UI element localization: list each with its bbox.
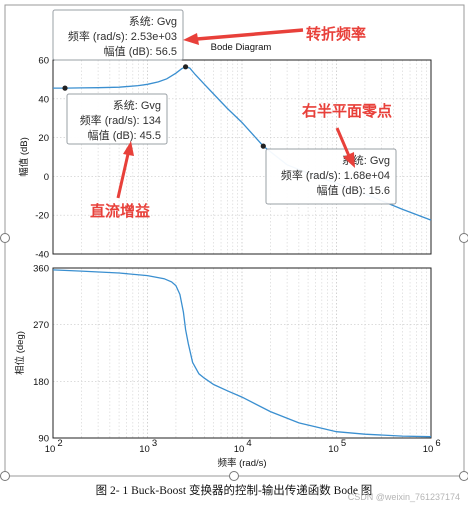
data-tip-box — [265, 148, 397, 205]
data-tip-text: 频率 (rad/s): 134 — [80, 113, 161, 127]
y-tick-label: 40 — [38, 94, 49, 105]
data-tip-box — [66, 93, 168, 145]
magnitude-y-ticks: 60 40 20 0 -20 -40 — [35, 56, 49, 261]
figure-frame — [4, 4, 465, 477]
annotation-turning-frequency: 转折频率 — [306, 25, 366, 43]
magnitude-y-axis-label: 幅值 (dB) — [18, 137, 30, 177]
watermark: CSDN @weixin_761237174 — [347, 492, 460, 502]
data-tip-text: 幅值 (dB): 56.5 — [104, 45, 177, 58]
arrow-dc-shaft — [116, 153, 130, 199]
data-tip-text: 系统: Gvg — [129, 15, 177, 28]
x-tick-exponent: 6 — [435, 438, 440, 449]
data-tip-text: 幅值 (dB): 45.5 — [88, 129, 161, 142]
chart-title: Bode Diagram — [211, 42, 272, 53]
y-tick-label: 60 — [38, 56, 49, 67]
data-tip-marker[interactable] — [62, 85, 68, 91]
phase-series-line — [52, 269, 432, 438]
x-tick-exponent: 3 — [152, 438, 157, 449]
x-tick-label: 10 — [234, 444, 245, 455]
data-tip-text: 频率 (rad/s): 1.68e+04 — [281, 168, 390, 182]
phase-y-axis-label: 相位 (deg) — [14, 331, 26, 375]
phase-y-ticks: 360 270 180 90 — [33, 264, 49, 445]
arrow-rhp-head — [343, 152, 355, 168]
resize-handle-left[interactable] — [0, 233, 10, 243]
x-tick-label: 10 — [139, 444, 150, 455]
y-tick-label: 20 — [38, 133, 49, 144]
data-tip-marker[interactable] — [260, 143, 266, 149]
arrow-rhp-shaft — [335, 127, 351, 157]
data-tip-text: 系统: Gvg — [113, 99, 161, 112]
y-tick-label: 90 — [38, 434, 49, 445]
x-tick-label: 10 — [423, 444, 434, 455]
y-tick-label: 0 — [44, 172, 49, 183]
x-axis-label: 频率 (rad/s) — [217, 457, 266, 469]
x-tick-exponent: 5 — [341, 438, 346, 449]
y-tick-label: 180 — [33, 377, 49, 388]
annotation-rhp-zero: 右半平面零点 — [302, 102, 392, 120]
red-annotations: 转折频率 右半平面零点 直流增益 — [90, 25, 392, 220]
x-tick-exponent: 4 — [246, 438, 251, 449]
phase-grid — [52, 267, 431, 439]
data-tip-marker[interactable] — [182, 64, 189, 70]
data-tip-text: 幅值 (dB): 15.6 — [317, 184, 390, 197]
y-tick-label: 270 — [33, 320, 49, 331]
resize-handle-bottom-left[interactable] — [0, 471, 10, 481]
y-tick-label: -40 — [35, 250, 49, 261]
resize-handle-bottom[interactable] — [229, 471, 239, 481]
x-tick-exponent: 2 — [57, 438, 62, 449]
arrow-dc-head — [123, 141, 134, 156]
resize-handle-right[interactable] — [459, 233, 468, 243]
phase-axes-box — [52, 267, 432, 439]
figure-caption: 图 2- 1 Buck-Boost 变换器的控制-输出传递函数 Bode 图 — [95, 485, 373, 497]
arrow-turning-shaft — [196, 28, 304, 41]
magnitude-axes-box — [52, 59, 432, 255]
annotation-dc-gain: 直流增益 — [90, 202, 150, 220]
data-tip-box — [52, 9, 184, 61]
data-tip-text: 频率 (rad/s): 2.53e+03 — [68, 29, 177, 43]
x-tick-label: 10 — [328, 444, 339, 455]
y-tick-label: -20 — [35, 211, 49, 222]
y-tick-label: 360 — [33, 264, 49, 275]
x-tick-label: 10 — [45, 444, 56, 455]
arrow-turning-head — [183, 33, 199, 45]
resize-handle-bottom-right[interactable] — [459, 471, 468, 481]
